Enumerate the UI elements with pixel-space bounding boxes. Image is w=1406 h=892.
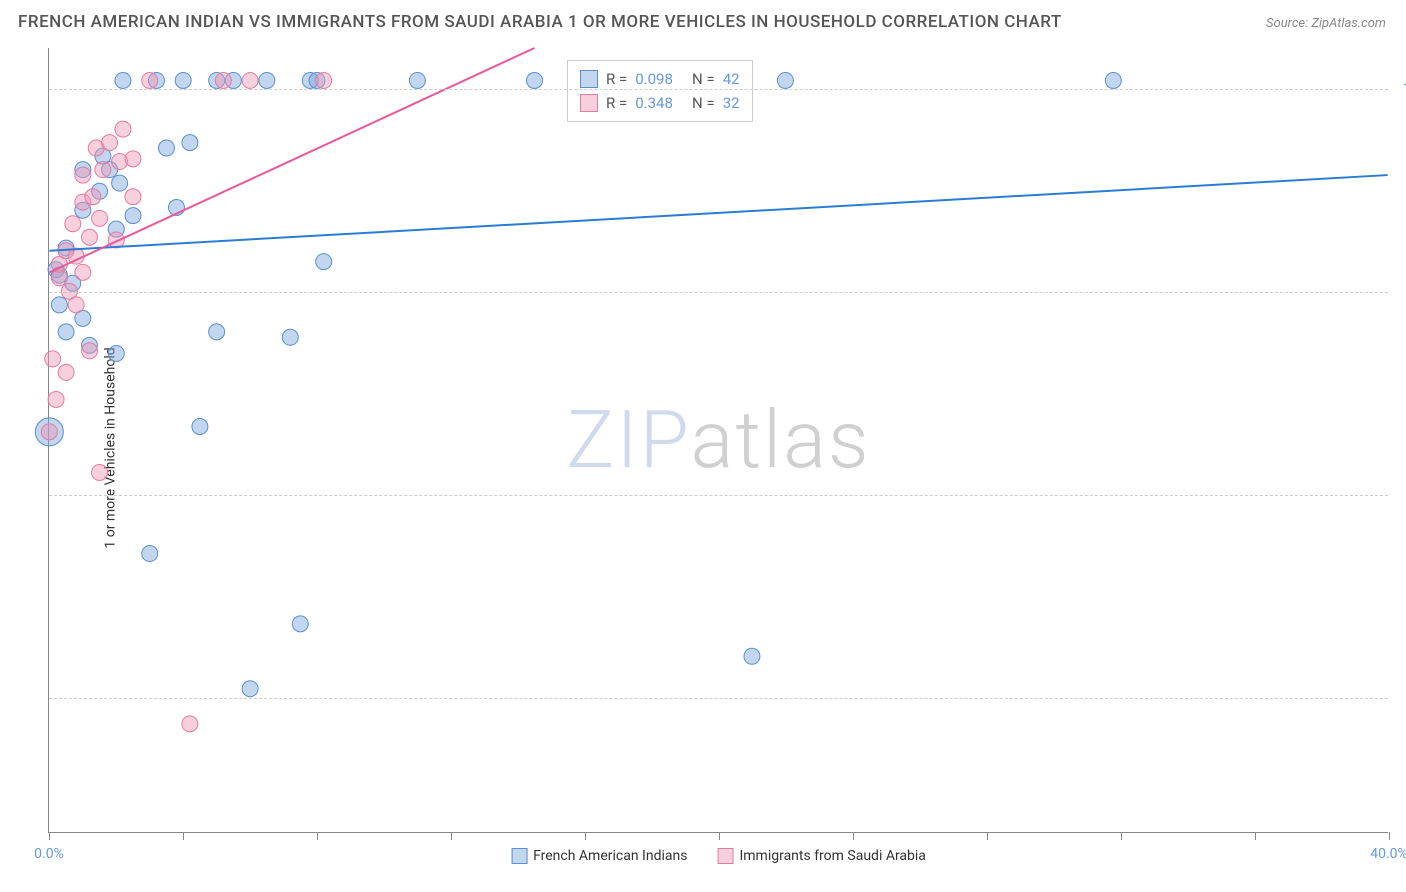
scatter-point <box>48 391 64 407</box>
scatter-point <box>68 297 84 313</box>
x-tick <box>987 832 988 840</box>
x-tick <box>49 832 50 840</box>
legend-item: Immigrants from Saudi Arabia <box>717 848 925 864</box>
legend-label: Immigrants from Saudi Arabia <box>739 848 925 864</box>
legend-item: French American Indians <box>511 848 687 864</box>
y-tick-label: 100.0% <box>1393 81 1406 97</box>
trend-line <box>49 175 1387 251</box>
scatter-point <box>316 72 332 88</box>
legend-swatch <box>717 848 733 864</box>
scatter-point <box>282 329 298 345</box>
stats-r-value: 0.098 <box>635 67 673 91</box>
stats-swatch <box>580 70 598 88</box>
scatter-point <box>209 324 225 340</box>
scatter-point <box>65 216 81 232</box>
scatter-point <box>242 681 258 697</box>
scatter-point <box>45 351 61 367</box>
scatter-point <box>1105 72 1121 88</box>
stats-row: R = 0.348 N = 32 <box>580 91 740 115</box>
scatter-point <box>526 72 542 88</box>
scatter-point <box>92 464 108 480</box>
gridline-h <box>49 698 1388 699</box>
scatter-point <box>115 72 131 88</box>
legend-bottom: French American Indians Immigrants from S… <box>511 848 926 864</box>
legend-label: French American Indians <box>533 848 687 864</box>
scatter-point <box>95 162 111 178</box>
scatter-point <box>85 189 101 205</box>
scatter-point <box>182 135 198 151</box>
scatter-point <box>142 72 158 88</box>
scatter-point <box>58 364 74 380</box>
y-tick-label: 77.5% <box>1393 690 1406 706</box>
x-tick <box>719 832 720 840</box>
gridline-h <box>49 89 1388 90</box>
scatter-point <box>125 208 141 224</box>
scatter-point <box>744 648 760 664</box>
chart-container: FRENCH AMERICAN INDIAN VS IMMIGRANTS FRO… <box>0 0 1406 892</box>
stats-n-label: N = <box>681 67 715 91</box>
scatter-point <box>41 424 57 440</box>
stats-r-label: R = <box>606 67 627 91</box>
x-tick-label: 0.0% <box>34 846 64 862</box>
stats-swatch <box>580 94 598 112</box>
scatter-point <box>182 716 198 732</box>
scatter-point <box>292 616 308 632</box>
x-tick <box>1389 832 1390 840</box>
plot-svg <box>49 48 1388 832</box>
x-tick <box>1255 832 1256 840</box>
plot-area: ZIPatlas R = 0.098 N = 42R = 0.348 N = 3… <box>48 48 1388 833</box>
stats-legend-box: R = 0.098 N = 42R = 0.348 N = 32 <box>567 60 753 122</box>
scatter-point <box>102 135 118 151</box>
scatter-point <box>175 72 191 88</box>
scatter-point <box>58 324 74 340</box>
y-tick-label: 92.5% <box>1393 284 1406 300</box>
scatter-point <box>82 343 98 359</box>
x-tick <box>317 832 318 840</box>
stats-n-label: N = <box>681 91 715 115</box>
scatter-point <box>158 140 174 156</box>
x-tick <box>1121 832 1122 840</box>
scatter-point <box>75 167 91 183</box>
x-tick-label: 40.0% <box>1370 846 1406 862</box>
chart-title: FRENCH AMERICAN INDIAN VS IMMIGRANTS FRO… <box>18 12 1062 32</box>
stats-n-value: 42 <box>723 67 740 91</box>
scatter-point <box>192 418 208 434</box>
gridline-h <box>49 292 1388 293</box>
scatter-point <box>75 264 91 280</box>
scatter-point <box>82 229 98 245</box>
x-tick <box>451 832 452 840</box>
stats-row: R = 0.098 N = 42 <box>580 67 740 91</box>
scatter-point <box>242 72 258 88</box>
gridline-h <box>49 495 1388 496</box>
stats-r-value: 0.348 <box>635 91 673 115</box>
x-tick <box>585 832 586 840</box>
scatter-point <box>115 121 131 137</box>
scatter-point <box>125 189 141 205</box>
scatter-point <box>316 254 332 270</box>
scatter-point <box>125 151 141 167</box>
scatter-point <box>777 72 793 88</box>
scatter-point <box>409 72 425 88</box>
scatter-point <box>215 72 231 88</box>
stats-n-value: 32 <box>723 91 740 115</box>
scatter-point <box>142 546 158 562</box>
stats-r-label: R = <box>606 91 627 115</box>
scatter-point <box>51 297 67 313</box>
scatter-point <box>108 345 124 361</box>
scatter-point <box>112 175 128 191</box>
chart-source: Source: ZipAtlas.com <box>1266 16 1386 31</box>
x-tick <box>853 832 854 840</box>
scatter-point <box>92 210 108 226</box>
x-tick <box>183 832 184 840</box>
y-tick-label: 85.0% <box>1393 487 1406 503</box>
scatter-point <box>259 72 275 88</box>
legend-swatch <box>511 848 527 864</box>
